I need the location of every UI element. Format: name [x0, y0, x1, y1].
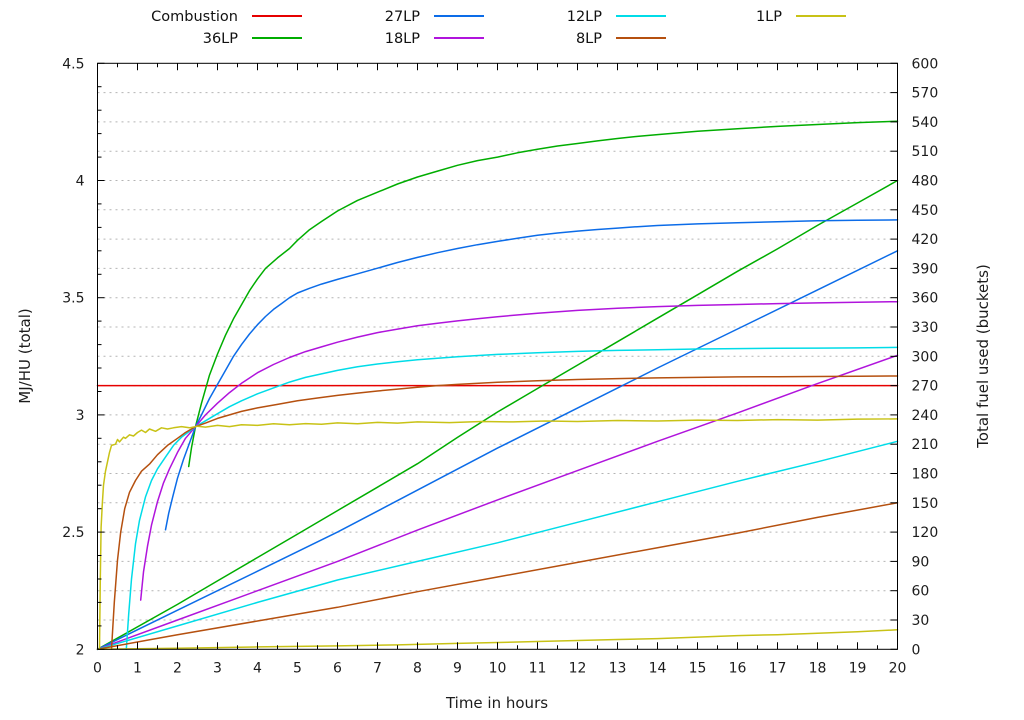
- legend-entry-1lp: 1LP: [756, 9, 846, 25]
- y-right-tick-label: 180: [912, 467, 939, 483]
- series-1lp-mjhu-line: [98, 418, 899, 651]
- y-right-tick-label: 30: [912, 613, 930, 629]
- legend: Combustion 36LP 27LP 18LP 12LP 8LP 1LP: [151, 9, 846, 47]
- legend-entry-36lp: 36LP: [203, 31, 302, 47]
- y-right-tick-label: 60: [912, 584, 930, 600]
- x-tick-label: 13: [609, 660, 627, 676]
- y-right-tick-label: 600: [912, 56, 939, 72]
- y-left-tick-label: 4: [76, 174, 85, 190]
- y-right-tick-label: 150: [912, 496, 939, 512]
- y-right-tick-label: 540: [912, 115, 939, 131]
- legend-label: 18LP: [385, 31, 421, 47]
- x-tick-label: 17: [769, 660, 787, 676]
- x-tick-label: 12: [569, 660, 587, 676]
- series-12lp-fuel-line: [96, 440, 899, 651]
- y-right-axis-title: Total fuel used (buckets): [974, 264, 992, 449]
- ticks-layer: [97, 62, 898, 650]
- y-right-tick-label: 210: [912, 437, 939, 453]
- series-layer: [96, 120, 899, 651]
- series-12lp-mjhu-line: [125, 346, 899, 651]
- legend-label: 27LP: [385, 9, 421, 25]
- x-tick-label: 19: [849, 660, 867, 676]
- x-tick-label: 7: [373, 660, 382, 676]
- x-tick-label: 10: [489, 660, 507, 676]
- x-tick-label: 6: [333, 660, 342, 676]
- series-27lp-mjhu-line: [164, 219, 899, 531]
- series-18lp-fuel-line: [96, 354, 899, 651]
- y-right-tick-label: 120: [912, 525, 939, 541]
- x-tick-label: 15: [689, 660, 707, 676]
- x-tick-label: 5: [293, 660, 302, 676]
- y-left-tick-label: 3: [76, 408, 85, 424]
- y-right-tick-label: 240: [912, 408, 939, 424]
- y-right-tick-label: 510: [912, 144, 939, 160]
- x-tick-label: 11: [529, 660, 547, 676]
- y-right-tick-label: 300: [912, 349, 939, 365]
- y-left-tick-label: 2: [76, 642, 85, 658]
- grid-layer: [97, 92, 898, 621]
- legend-label: 12LP: [567, 9, 603, 25]
- x-tick-label: 3: [213, 660, 222, 676]
- y-left-tick-label: 2.5: [62, 525, 84, 541]
- y-left-tick-label: 3.5: [62, 291, 84, 307]
- x-tick-label: 8: [413, 660, 422, 676]
- series-36lp-mjhu-line: [187, 120, 899, 468]
- series-18lp-mjhu-line: [139, 300, 899, 601]
- y-right-tick-label: 390: [912, 261, 939, 277]
- y-right-tick-label: 270: [912, 379, 939, 395]
- x-tick-label: 18: [809, 660, 827, 676]
- legend-entry-12lp: 12LP: [567, 9, 666, 25]
- y-right-tick-label: 0: [912, 642, 921, 658]
- y-left-axis-title: MJ/HU (total): [16, 308, 34, 403]
- legend-entry-combustion: Combustion: [151, 9, 302, 25]
- series-8lp-fuel-line: [96, 502, 899, 651]
- x-axis-title: Time in hours: [445, 694, 548, 712]
- x-tick-label: 20: [889, 660, 907, 676]
- series-36lp-fuel-line: [96, 179, 899, 651]
- legend-label: 8LP: [576, 31, 602, 47]
- legend-entry-8lp: 8LP: [576, 31, 666, 47]
- x-tick-label: 2: [173, 660, 182, 676]
- y-left-tick-label: 4.5: [62, 56, 84, 72]
- y-right-tick-label: 360: [912, 291, 939, 307]
- y-right-tick-label: 330: [912, 320, 939, 336]
- tick-labels-layer: 0 1 2 3 4 5 6 7 8 9 10 11 12 13 14 15 16 17 18 19 2022.533.5…: [62, 56, 938, 676]
- legend-label: 36LP: [203, 31, 239, 47]
- legend-entry-18lp: 18LP: [385, 31, 484, 47]
- x-tick-label: 0: [93, 660, 102, 676]
- legend-label: Combustion: [151, 9, 238, 25]
- y-right-tick-label: 570: [912, 86, 939, 102]
- series-8lp-mjhu-line: [110, 375, 899, 651]
- x-tick-label: 16: [729, 660, 747, 676]
- legend-label: 1LP: [756, 9, 782, 25]
- y-right-tick-label: 420: [912, 232, 939, 248]
- x-tick-label: 14: [649, 660, 667, 676]
- y-right-tick-label: 480: [912, 174, 939, 190]
- series-27lp-fuel-line: [96, 250, 899, 651]
- series-1lp-fuel-line: [96, 629, 899, 651]
- x-tick-label: 4: [253, 660, 262, 676]
- x-tick-label: 1: [133, 660, 142, 676]
- x-tick-label: 9: [453, 660, 462, 676]
- y-right-tick-label: 90: [912, 554, 930, 570]
- legend-entry-27lp: 27LP: [385, 9, 484, 25]
- y-right-tick-label: 450: [912, 203, 939, 219]
